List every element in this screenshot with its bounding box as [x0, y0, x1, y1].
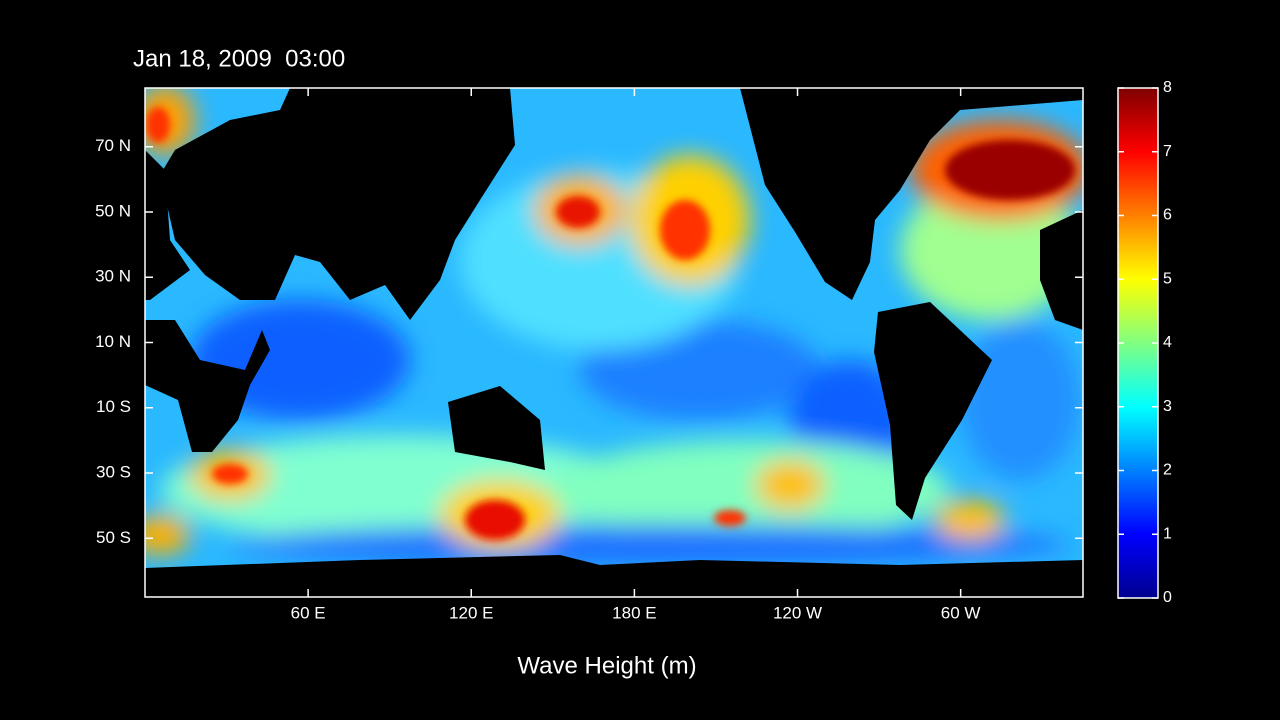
y-tick-label: 50 N — [95, 201, 131, 220]
y-tick-label: 50 S — [96, 528, 131, 547]
colorbar-tick-label: 1 — [1163, 525, 1172, 542]
x-tick-label: 120 E — [449, 603, 493, 622]
x-tick-label: 60 W — [941, 603, 981, 622]
x-tick-label: 120 W — [773, 603, 822, 622]
colorbar — [1117, 87, 1159, 599]
colorbar-tick-label: 0 — [1163, 589, 1172, 606]
x-axis-label: Wave Height (m) — [517, 652, 696, 679]
colorbar-tick-label: 7 — [1163, 143, 1172, 160]
x-tick-label: 180 E — [612, 603, 656, 622]
colorbar-tick-label: 4 — [1163, 334, 1172, 351]
colorbar-tick-label: 2 — [1163, 462, 1172, 479]
colorbar-tick-label: 6 — [1163, 207, 1172, 224]
y-tick-label: 30 N — [95, 267, 131, 286]
colorbar-tick-label: 8 — [1163, 79, 1172, 96]
y-tick-label: 70 N — [95, 136, 131, 155]
y-tick-label: 10 S — [96, 397, 131, 416]
y-tick-label: 30 S — [96, 462, 131, 481]
colorbar-tick-label: 3 — [1163, 398, 1172, 415]
y-tick-label: 10 N — [95, 332, 131, 351]
colorbar-tick-label: 5 — [1163, 270, 1172, 287]
x-tick-label: 60 E — [291, 603, 326, 622]
wave-field — [145, 88, 1083, 597]
map-title: Jan 18, 2009 03:00 — [133, 45, 345, 72]
